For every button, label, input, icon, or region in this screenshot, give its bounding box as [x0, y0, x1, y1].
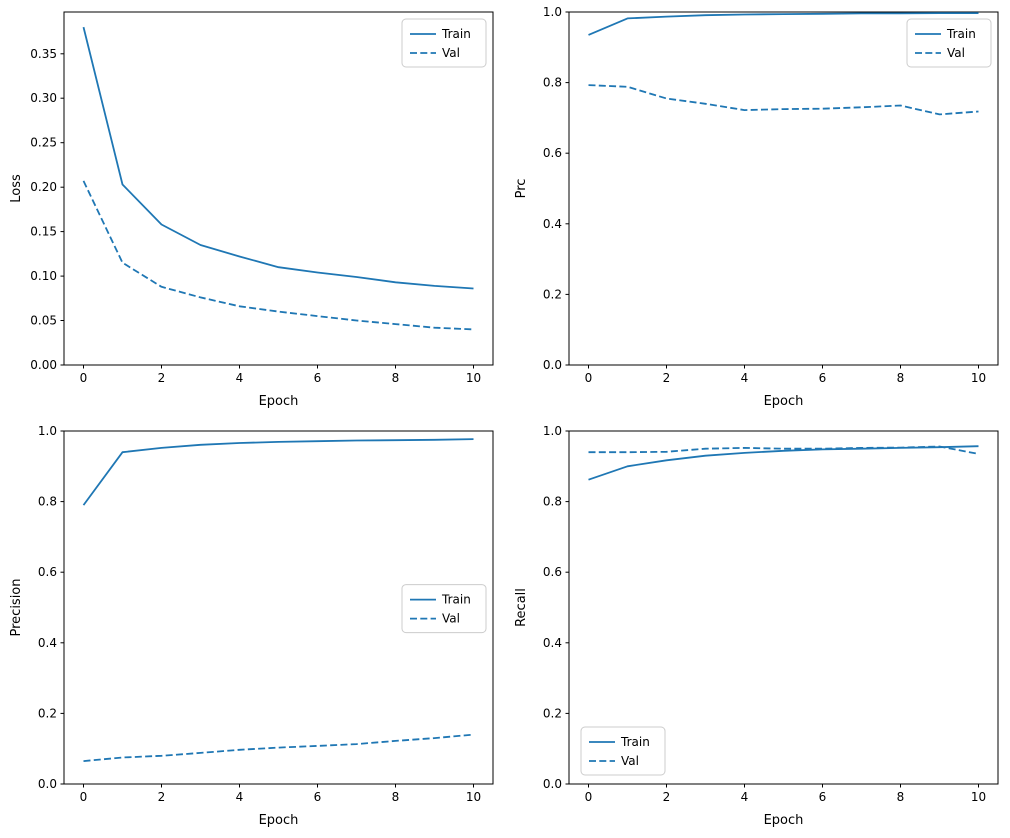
y-tick-label: 0.2: [38, 706, 57, 720]
legend-label: Train: [441, 593, 471, 607]
y-axis-label: Prc: [514, 179, 529, 199]
axes-spines: [63, 11, 494, 366]
series-train: [82, 26, 474, 290]
y-tick-label: 0.05: [30, 314, 57, 328]
subplot-prc: 0 2 4 6 8 10 0.0 0.2 0.4 0.6 0.8 1.0 Epoch Prc Train Va…: [505, 0, 1010, 419]
x-tick-label: 8: [897, 790, 905, 804]
legend-label: Val: [947, 46, 965, 60]
legend: Train Val: [580, 726, 666, 776]
subplot-precision: 0 2 4 6 8 10 0.0 0.2 0.4 0.6 0.8 1.0 Epoch Precision T…: [0, 419, 505, 838]
y-tick-label: 0.8: [543, 76, 562, 90]
precision-chart: 0 2 4 6 8 10 0.0 0.2 0.4 0.6 0.8 1.0 Epoch Precision T…: [9, 424, 494, 828]
legend-label: Train: [946, 27, 976, 41]
y-tick-label: 0.4: [543, 636, 562, 650]
axes-spines: [63, 430, 494, 785]
x-tick-label: 4: [236, 371, 244, 385]
legend-label: Val: [442, 46, 460, 60]
legend-label: Val: [621, 754, 639, 768]
legend-label: Train: [441, 27, 471, 41]
x-axis-label: Epoch: [764, 394, 804, 409]
x-tick-label: 8: [392, 371, 400, 385]
y-tick-label: 0.0: [543, 777, 562, 791]
x-axis-label: Epoch: [764, 813, 804, 828]
x-tick-label: 2: [158, 790, 166, 804]
x-tick-label: 6: [314, 790, 322, 804]
x-tick-label: 6: [314, 371, 322, 385]
series-val: [588, 84, 979, 116]
x-tick-label: 8: [392, 790, 400, 804]
x-axis-label: Epoch: [259, 813, 299, 828]
recall-chart: 0 2 4 6 8 10 0.0 0.2 0.4 0.6 0.8 1.0 Epoch Recall Trai…: [514, 424, 999, 828]
x-tick-label: 2: [663, 790, 671, 804]
y-tick-label: 0.6: [543, 146, 562, 160]
legend: Train Val: [401, 584, 487, 634]
x-tick-label: 0: [80, 790, 88, 804]
y-tick-label: 0.2: [543, 706, 562, 720]
prc-chart: 0 2 4 6 8 10 0.0 0.2 0.4 0.6 0.8 1.0 Epoch Prc Train Va…: [514, 5, 999, 409]
x-tick-label: 4: [741, 371, 749, 385]
y-tick-label: 0.4: [543, 217, 562, 231]
x-tick-label: 6: [819, 371, 827, 385]
legend: Train Val: [906, 18, 992, 68]
y-tick-label: 0.4: [38, 636, 57, 650]
y-axis-label: Recall: [514, 588, 529, 627]
loss-chart: 0 2 4 6 8 10 0.00 0.05 0.10 0.15 0.20 0.25 0.30 0.35 E…: [9, 11, 494, 409]
y-tick-label: 0.25: [30, 136, 57, 150]
y-tick-label: 1.0: [38, 424, 57, 438]
y-tick-label: 0.15: [30, 225, 57, 239]
y-tick-label: 1.0: [543, 424, 562, 438]
series-train: [588, 445, 979, 481]
subplot-loss: 0 2 4 6 8 10 0.00 0.05 0.10 0.15 0.20 0.25 0.30 0.35 E…: [0, 0, 505, 419]
series-val: [83, 733, 474, 762]
x-tick-label: 0: [585, 371, 593, 385]
x-tick-label: 4: [741, 790, 749, 804]
axes-spines: [568, 11, 999, 366]
x-tick-label: 10: [971, 790, 986, 804]
series-train: [82, 438, 474, 506]
y-tick-label: 0.10: [30, 269, 57, 283]
series-val: [82, 180, 474, 331]
y-tick-label: 0.0: [38, 777, 57, 791]
y-axis-label: Precision: [9, 578, 24, 636]
x-tick-label: 4: [236, 790, 244, 804]
x-tick-label: 0: [585, 790, 593, 804]
x-axis-label: Epoch: [259, 394, 299, 409]
axes-spines: [568, 430, 999, 785]
x-tick-label: 10: [466, 790, 481, 804]
y-tick-label: 0.20: [30, 180, 57, 194]
subplot-recall: 0 2 4 6 8 10 0.0 0.2 0.4 0.6 0.8 1.0 Epoch Recall Trai…: [505, 419, 1010, 838]
x-tick-label: 2: [663, 371, 671, 385]
y-tick-label: 0.30: [30, 91, 57, 105]
y-tick-label: 0.8: [38, 495, 57, 509]
x-tick-label: 8: [897, 371, 905, 385]
y-tick-label: 0.00: [30, 358, 57, 372]
series-val: [588, 445, 979, 455]
y-tick-label: 1.0: [543, 5, 562, 19]
x-tick-label: 0: [80, 371, 88, 385]
x-tick-label: 6: [819, 790, 827, 804]
y-tick-label: 0.35: [30, 47, 57, 61]
legend-label: Train: [620, 735, 650, 749]
y-tick-label: 0.8: [543, 495, 562, 509]
legend-label: Val: [442, 612, 460, 626]
y-tick-label: 0.0: [543, 358, 562, 372]
y-axis-label: Loss: [9, 174, 24, 203]
y-tick-label: 0.6: [38, 565, 57, 579]
x-tick-label: 10: [971, 371, 986, 385]
x-tick-label: 10: [466, 371, 481, 385]
y-tick-label: 0.2: [543, 287, 562, 301]
legend: Train Val: [401, 18, 487, 68]
series-train: [588, 12, 979, 36]
y-tick-label: 0.6: [543, 565, 562, 579]
x-tick-label: 2: [158, 371, 166, 385]
